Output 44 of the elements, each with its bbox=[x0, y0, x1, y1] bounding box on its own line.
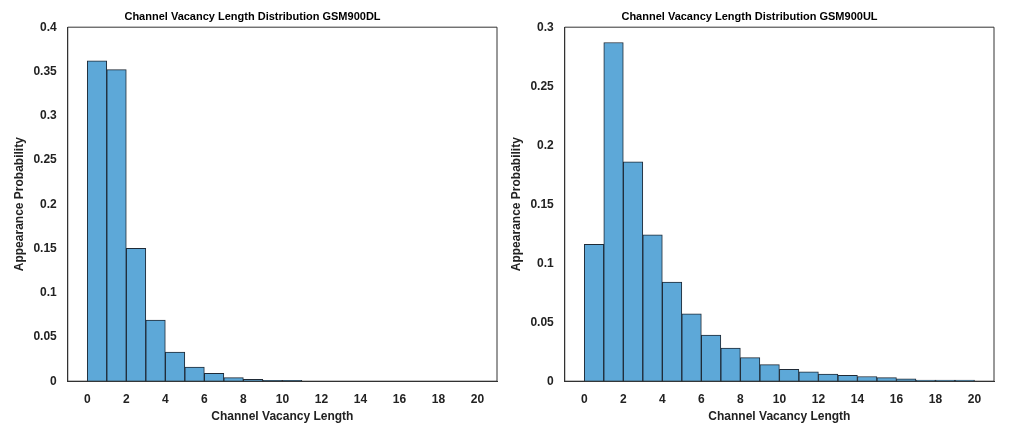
x-tick-label: 14 bbox=[353, 391, 368, 406]
x-tick-label: 12 bbox=[314, 391, 329, 406]
x-tick-label: 2 bbox=[122, 391, 130, 406]
x-tick-label: 16 bbox=[889, 391, 904, 406]
y-tick-label: 0.1 bbox=[537, 255, 555, 270]
x-tick-label: 18 bbox=[928, 391, 943, 406]
x-tick-label: 20 bbox=[470, 391, 485, 406]
x-tick-label: 8 bbox=[737, 391, 745, 406]
y-tick-label: 0.2 bbox=[40, 196, 58, 211]
x-tick-label: 6 bbox=[697, 391, 705, 406]
x-axis-title: Channel Vacancy Length bbox=[708, 409, 851, 424]
y-tick-label: 0.05 bbox=[33, 329, 58, 344]
x-tick-label: 20 bbox=[967, 391, 982, 406]
chart-title: Channel Vacancy Length Distribution GSM900DL bbox=[124, 9, 381, 22]
y-tick-label: 0.35 bbox=[33, 63, 58, 78]
y-tick-label: 0.15 bbox=[530, 196, 555, 211]
x-tick-label: 12 bbox=[811, 391, 826, 406]
x-tick-label: 4 bbox=[161, 391, 169, 406]
x-tick-label: 10 bbox=[772, 391, 787, 406]
y-tick-label: 0.2 bbox=[537, 137, 555, 152]
chart-title: Channel Vacancy Length Distribution GSM900UL bbox=[621, 9, 878, 22]
x-tick-label: 4 bbox=[658, 391, 666, 406]
y-tick-label: 0.4 bbox=[40, 19, 58, 34]
y-tick-label: 0.25 bbox=[530, 78, 555, 93]
y-axis-title: Appearance Probability bbox=[11, 136, 26, 272]
x-tick-label: 18 bbox=[431, 391, 446, 406]
y-tick-label: 0.15 bbox=[33, 240, 58, 255]
y-axis-title: Appearance Probability bbox=[508, 136, 523, 272]
y-tick-label: 0.3 bbox=[40, 108, 58, 123]
y-tick-label: 0.1 bbox=[40, 285, 58, 300]
x-tick-label: 0 bbox=[580, 391, 588, 406]
x-tick-label: 0 bbox=[83, 391, 91, 406]
y-tick-label: 0 bbox=[50, 373, 58, 388]
x-tick-label: 6 bbox=[200, 391, 208, 406]
x-tick-label: 10 bbox=[275, 391, 290, 406]
x-tick-label: 14 bbox=[850, 391, 865, 406]
y-tick-label: 0.05 bbox=[530, 314, 555, 329]
x-axis-title: Channel Vacancy Length bbox=[211, 409, 354, 424]
y-tick-label: 0.25 bbox=[33, 152, 58, 167]
x-tick-label: 16 bbox=[392, 391, 407, 406]
y-tick-label: 0 bbox=[547, 373, 555, 388]
x-tick-label: 8 bbox=[240, 391, 248, 406]
y-tick-label: 0.3 bbox=[537, 19, 555, 34]
x-tick-label: 2 bbox=[619, 391, 627, 406]
